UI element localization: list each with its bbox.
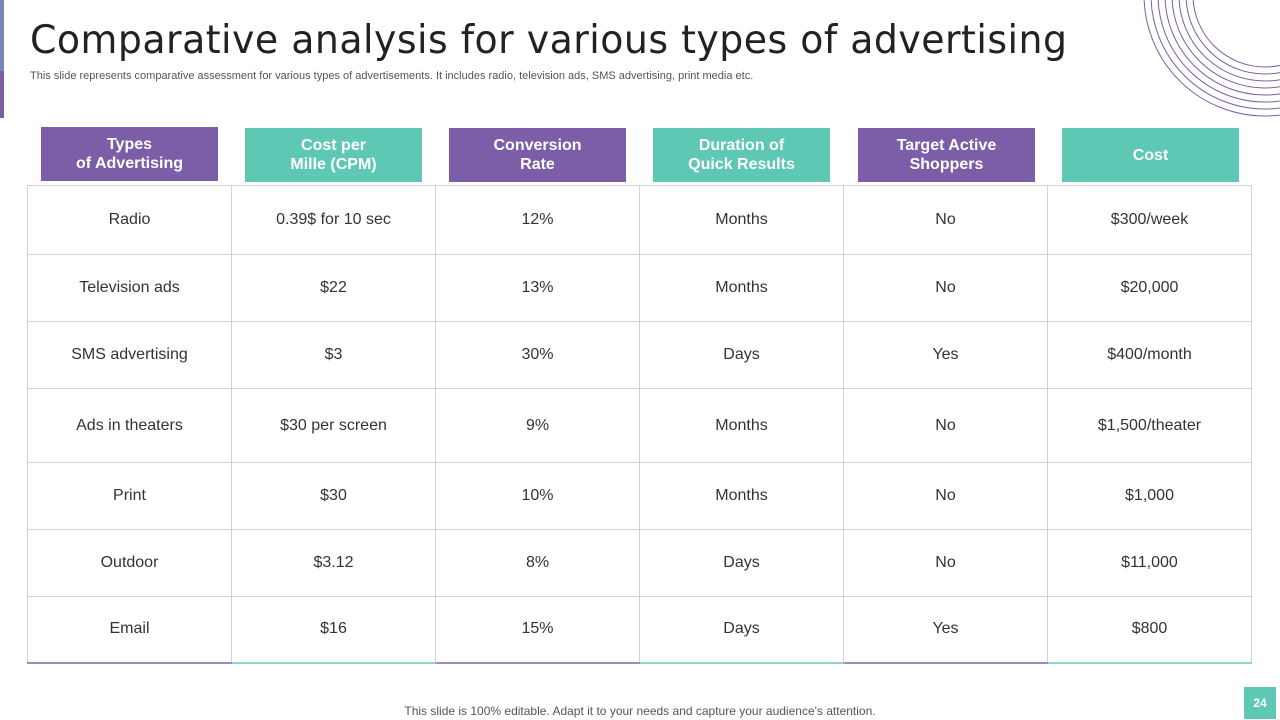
table-cell: Yes <box>843 596 1048 664</box>
column-header: Conversion Rate <box>449 128 626 182</box>
accent-bar <box>0 0 4 118</box>
page-number: 24 <box>1244 687 1276 719</box>
table-cell: $1,500/theater <box>1047 388 1252 463</box>
comparison-table: Radio 0.39$ for 10 sec 12% Months No $300/wee… <box>27 185 1252 664</box>
table-cell: $300/week <box>1047 185 1252 255</box>
table-cell: $16 <box>231 596 436 664</box>
table-cell: $1,000 <box>1047 462 1252 530</box>
table-cell: 10% <box>435 462 640 530</box>
decorative-circles <box>1143 0 1280 117</box>
page-title: Comparative analysis for various types o… <box>30 18 1068 63</box>
table-cell: No <box>843 529 1048 597</box>
table-cell: Days <box>639 596 844 664</box>
table-cell: $30 per screen <box>231 388 436 463</box>
table-cell: Months <box>639 254 844 322</box>
table-row: Print $30 10% Months No $1,000 <box>27 462 1252 530</box>
table-cell: $22 <box>231 254 436 322</box>
arc <box>1157 0 1280 103</box>
column-header: Cost <box>1062 128 1239 182</box>
table-cell: Days <box>639 529 844 597</box>
table-cell: SMS advertising <box>27 321 232 389</box>
table-cell: Months <box>639 185 844 255</box>
table-cell: 12% <box>435 185 640 255</box>
table-cell: 0.39$ for 10 sec <box>231 185 436 255</box>
table-cell: 15% <box>435 596 640 664</box>
arc <box>1143 0 1280 117</box>
table-cell: 13% <box>435 254 640 322</box>
footer-note: This slide is 100% editable. Adapt it to… <box>404 704 876 718</box>
table-cell: $3.12 <box>231 529 436 597</box>
column-header: Cost per Mille (CPM) <box>245 128 422 182</box>
table-cell: Months <box>639 388 844 463</box>
table-cell: $3 <box>231 321 436 389</box>
table-cell: No <box>843 185 1048 255</box>
table-cell: 8% <box>435 529 640 597</box>
table-cell: $800 <box>1047 596 1252 664</box>
table-cell: Television ads <box>27 254 232 322</box>
table-cell: Ads in theaters <box>27 388 232 463</box>
table-cell: Radio <box>27 185 232 255</box>
arc <box>1171 0 1280 89</box>
subtitle: This slide represents comparative assess… <box>30 70 754 82</box>
table-cell: No <box>843 254 1048 322</box>
table-cell: $11,000 <box>1047 529 1252 597</box>
table-cell: Months <box>639 462 844 530</box>
table-cell: $30 <box>231 462 436 530</box>
table-row: SMS advertising $3 30% Days Yes $400/month <box>27 321 1252 389</box>
table-cell: Email <box>27 596 232 664</box>
table-row: Ads in theaters $30 per screen 9% Months No $… <box>27 388 1252 463</box>
column-header: Types of Advertising <box>41 127 218 181</box>
table-cell: Outdoor <box>27 529 232 597</box>
table-cell: 9% <box>435 388 640 463</box>
table-cell: $400/month <box>1047 321 1252 389</box>
arc <box>1178 0 1280 82</box>
table-cell: Days <box>639 321 844 389</box>
table-cell: No <box>843 462 1048 530</box>
arc <box>1150 0 1280 110</box>
column-header: Duration of Quick Results <box>653 128 830 182</box>
table-cell: No <box>843 388 1048 463</box>
table-cell: Print <box>27 462 232 530</box>
table-row: Radio 0.39$ for 10 sec 12% Months No $300/wee… <box>27 185 1252 255</box>
column-header: Target Active Shoppers <box>858 128 1035 182</box>
table-cell: $20,000 <box>1047 254 1252 322</box>
table-row: Television ads $22 13% Months No $20,000 <box>27 254 1252 322</box>
table-row: Email $16 15% Days Yes $800 <box>27 596 1252 664</box>
arc <box>1192 0 1280 68</box>
arc <box>1164 0 1280 96</box>
table-cell: Yes <box>843 321 1048 389</box>
arc <box>1185 0 1280 75</box>
table-row: Outdoor $3.12 8% Days No $11,000 <box>27 529 1252 597</box>
table-cell: 30% <box>435 321 640 389</box>
